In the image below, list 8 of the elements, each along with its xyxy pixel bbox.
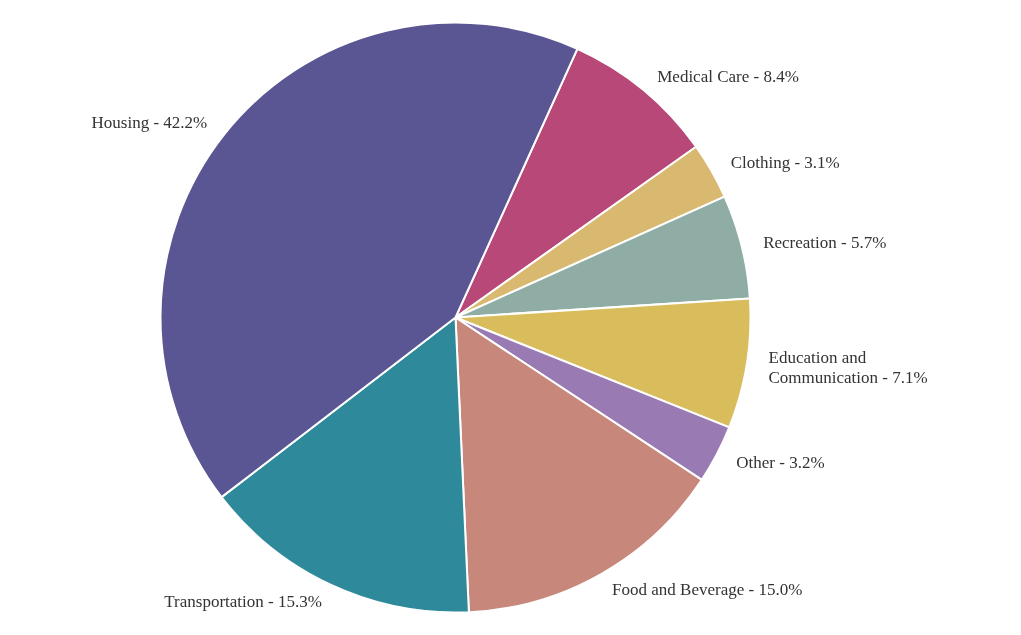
slice-label: Food and Beverage - 15.0% xyxy=(612,580,803,600)
slice-label: Housing - 42.2% xyxy=(91,113,208,133)
slice-label: Clothing - 3.1% xyxy=(730,152,840,172)
slice-label: Recreation - 5.7% xyxy=(763,232,887,252)
slice-label: Education and Communication - 7.1% xyxy=(768,347,928,387)
slice-label: Other - 3.2% xyxy=(736,453,825,473)
slice-label: Medical Care - 8.4% xyxy=(657,66,799,86)
slice-label: Transportation - 15.3% xyxy=(164,591,322,611)
